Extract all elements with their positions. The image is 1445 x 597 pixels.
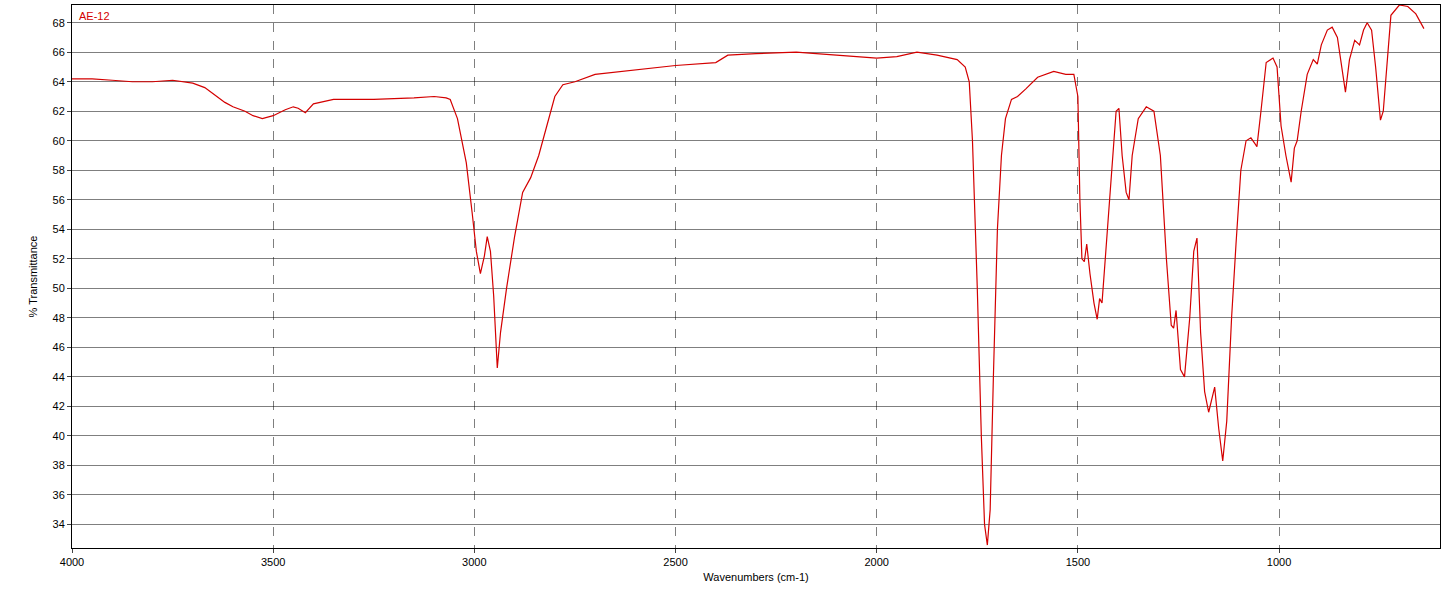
svg-text:66: 66 — [53, 46, 65, 58]
svg-text:46: 46 — [53, 341, 65, 353]
svg-text:50: 50 — [53, 282, 65, 294]
svg-text:36: 36 — [53, 489, 65, 501]
svg-text:3500: 3500 — [261, 556, 285, 568]
svg-text:2000: 2000 — [864, 556, 888, 568]
svg-text:48: 48 — [53, 312, 65, 324]
svg-text:4000: 4000 — [60, 556, 84, 568]
svg-text:42: 42 — [53, 400, 65, 412]
svg-text:44: 44 — [53, 371, 65, 383]
svg-text:68: 68 — [53, 17, 65, 29]
svg-text:34: 34 — [53, 518, 65, 530]
svg-text:3000: 3000 — [462, 556, 486, 568]
svg-text:38: 38 — [53, 459, 65, 471]
svg-text:52: 52 — [53, 253, 65, 265]
svg-text:2500: 2500 — [663, 556, 687, 568]
svg-text:62: 62 — [53, 105, 65, 117]
svg-text:40: 40 — [53, 430, 65, 442]
svg-text:60: 60 — [53, 135, 65, 147]
svg-text:1500: 1500 — [1066, 556, 1090, 568]
svg-text:58: 58 — [53, 164, 65, 176]
svg-text:64: 64 — [53, 76, 65, 88]
svg-text:% Transmittance: % Transmittance — [27, 236, 39, 318]
svg-text:56: 56 — [53, 194, 65, 206]
svg-text:Wavenumbers (cm-1): Wavenumbers (cm-1) — [703, 571, 808, 583]
svg-text:1000: 1000 — [1267, 556, 1291, 568]
svg-text:54: 54 — [53, 223, 65, 235]
svg-text:AE-12: AE-12 — [79, 10, 110, 22]
